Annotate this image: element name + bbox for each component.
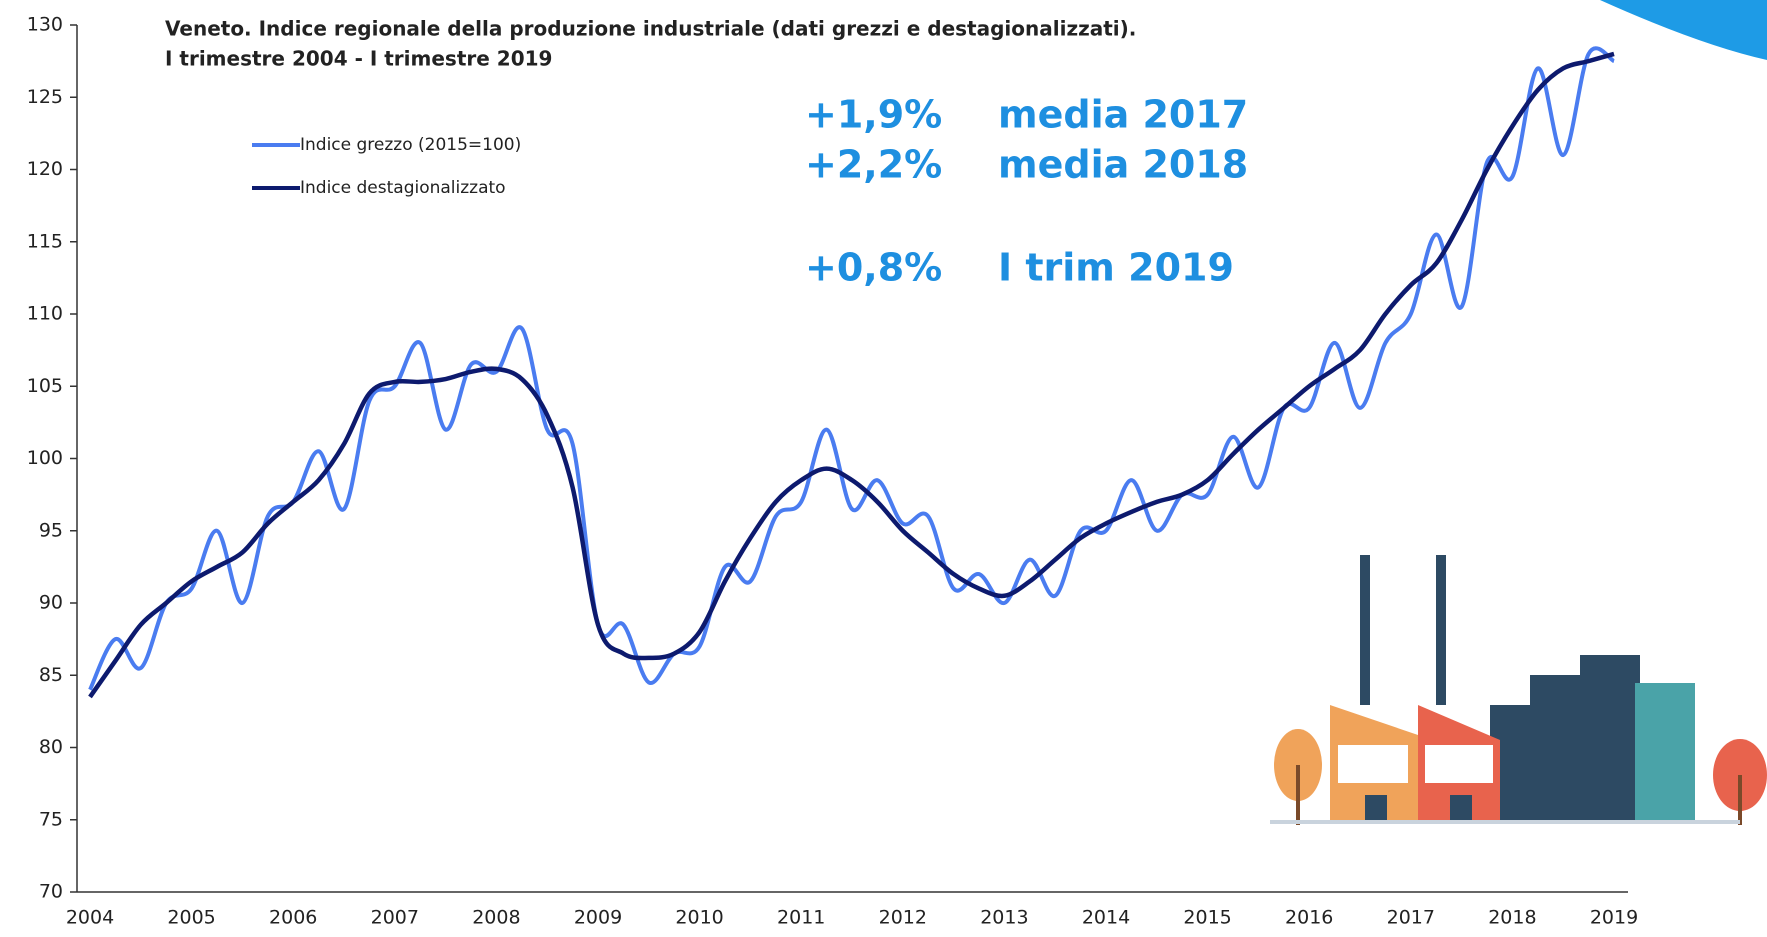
y-tick-label: 85 xyxy=(39,664,63,686)
chart-subtitle: I trimestre 2004 - I trimestre 2019 xyxy=(165,47,552,71)
y-tick-label: 100 xyxy=(27,447,63,469)
x-tick-label: 2008 xyxy=(472,907,520,929)
annotation: +0,8% xyxy=(805,246,942,290)
y-tick-label: 130 xyxy=(27,14,63,36)
annotation: media 2017 xyxy=(998,93,1248,137)
y-tick-label: 125 xyxy=(27,86,63,108)
chart-title: Veneto. Indice regionale della produzion… xyxy=(165,17,1136,41)
annotation: +2,2% xyxy=(805,143,942,187)
factory-illustration xyxy=(1270,555,1767,825)
x-tick-label: 2006 xyxy=(269,907,317,929)
y-tick-label: 95 xyxy=(39,519,63,541)
x-tick-label: 2009 xyxy=(574,907,622,929)
x-tick-label: 2019 xyxy=(1590,907,1638,929)
annotation: media 2018 xyxy=(998,143,1248,187)
series-line xyxy=(88,51,1615,699)
annotation: +1,9% xyxy=(805,93,942,137)
x-tick-label: 2010 xyxy=(675,907,723,929)
x-tick-label: 2018 xyxy=(1488,907,1536,929)
legend-label: Indice grezzo (2015=100) xyxy=(300,135,521,155)
x-tick-label: 2011 xyxy=(777,907,825,929)
annotation: I trim 2019 xyxy=(998,246,1234,290)
x-tick-label: 2013 xyxy=(980,907,1028,929)
x-tick-label: 2012 xyxy=(879,907,927,929)
legend-label: Indice destagionalizzato xyxy=(300,178,506,198)
y-tick-label: 70 xyxy=(39,881,63,903)
y-tick-label: 75 xyxy=(39,808,63,830)
y-tick-label: 110 xyxy=(27,303,63,325)
y-tick-label: 115 xyxy=(27,230,63,252)
y-tick-label: 105 xyxy=(27,375,63,397)
x-tick-label: 2004 xyxy=(66,907,114,929)
series-line xyxy=(88,46,1616,691)
x-tick-label: 2005 xyxy=(167,907,215,929)
y-tick-label: 90 xyxy=(39,592,63,614)
x-tick-label: 2014 xyxy=(1082,907,1130,929)
y-tick-label: 120 xyxy=(27,158,63,180)
y-tick-label: 80 xyxy=(39,736,63,758)
x-tick-label: 2017 xyxy=(1387,907,1435,929)
x-tick-label: 2007 xyxy=(371,907,419,929)
x-tick-label: 2015 xyxy=(1183,907,1231,929)
corner-decoration xyxy=(1600,0,1767,60)
x-tick-label: 2016 xyxy=(1285,907,1333,929)
